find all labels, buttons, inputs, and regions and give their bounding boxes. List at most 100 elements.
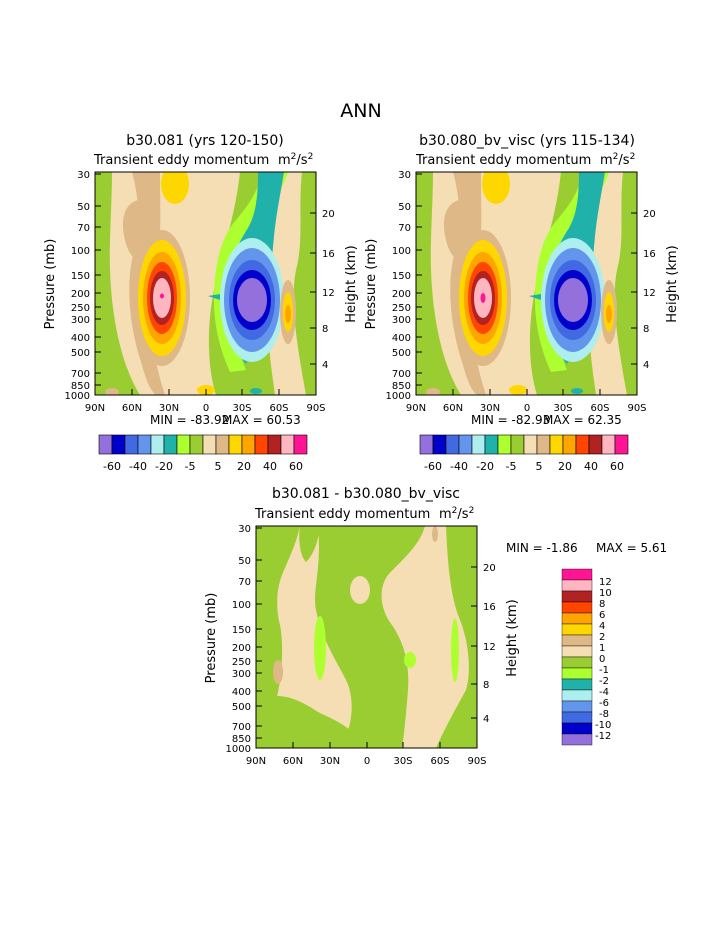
y-right-tick: 20 (310, 209, 335, 220)
colorbar-swatch (111, 434, 126, 455)
x-tick-label: 30N (159, 403, 179, 414)
colorbar-swatch (458, 434, 473, 455)
colorbar-label: -6 (599, 698, 609, 709)
x-tick-label: 90N (406, 403, 426, 414)
y-right-tick: 12 (631, 288, 656, 299)
x-tick: 30N (320, 742, 340, 767)
colorbar-swatch (588, 434, 603, 455)
contour-field (256, 526, 477, 748)
x-tick: 30S (393, 742, 413, 767)
x-tick: 60N (283, 742, 303, 767)
x-tick-label: 60N (443, 403, 463, 414)
colorbar-label: -5 (185, 460, 196, 473)
x-tick-label: 30S (553, 403, 572, 414)
y-tick-label: 400 (71, 333, 90, 344)
colorbar-labels: -60 -40 -20 -5 5 20 40 60 (103, 460, 303, 473)
field-max-marker (480, 293, 486, 303)
panel-units: m2/s2 (278, 152, 313, 168)
y-tick: 150 (392, 271, 422, 282)
colorbar-swatch (241, 434, 256, 455)
colorbar-label: 40 (263, 460, 277, 473)
y-right-tick: 12 (310, 288, 335, 299)
x-tick: 30N (159, 389, 179, 414)
y-right-tick: 8 (310, 324, 328, 335)
y-tick-label: 850 (392, 381, 411, 392)
colorbar: -60 -40 -20 -5 5 20 40 60 (419, 434, 629, 473)
field-band-neg20 (571, 388, 583, 394)
colorbar-labels: 12 10 8 6 4 2 1 0 -1 -2 -4 -6 -8 -10 -12 (595, 577, 612, 742)
y-tick-label: 700 (71, 369, 90, 380)
y-right-tick: 12 (471, 642, 496, 653)
x-tick: 30N (480, 389, 500, 414)
y-tick-label: 100 (71, 246, 90, 257)
y-tick: 1000 (386, 391, 422, 402)
y-right-tick: 8 (631, 324, 649, 335)
colorbar-label: 60 (610, 460, 624, 473)
y-tick: 700 (392, 369, 422, 380)
y-tick: 250 (71, 303, 101, 314)
x-tick: 60S (269, 389, 289, 414)
y-tick-label: 50 (398, 202, 411, 213)
colorbar-swatch (280, 434, 295, 455)
colorbar-swatch (293, 434, 308, 455)
y-right-tick-label: 16 (483, 602, 496, 613)
field-band-pos5 (443, 172, 474, 264)
colorbar-swatch (561, 656, 593, 669)
y-tick-label: 30 (238, 524, 251, 535)
colorbar-label: -60 (424, 460, 442, 473)
colorbar-label: 12 (599, 577, 612, 588)
x-tick-label: 0 (203, 403, 209, 414)
colorbar-swatch (561, 612, 593, 625)
y-tick: 1000 (65, 391, 101, 402)
colorbar: -60 -40 -20 -5 5 20 40 60 (98, 434, 308, 473)
colorbar-label: 6 (599, 610, 605, 621)
x-tick-label: 60N (283, 756, 303, 767)
y-right-tick-label: 20 (643, 209, 656, 220)
y-axis-left: 30 50 70 100 150 200 250 300 400 500 700… (226, 524, 262, 755)
y-tick: 50 (398, 202, 422, 213)
y-axis-label: Pressure (mb) (204, 593, 219, 684)
x-axis: 90N 60N 30N 0 30S 60S 90S (85, 389, 326, 414)
y-tick-label: 700 (392, 369, 411, 380)
y-tick-label: 850 (71, 381, 90, 392)
x-tick-label: 90S (467, 756, 486, 767)
y-tick-label: 400 (392, 333, 411, 344)
y-tick: 300 (392, 315, 422, 326)
y-right-tick: 20 (631, 209, 656, 220)
field-max-marker (160, 293, 164, 299)
y-axis-right: 20 16 12 8 4 (310, 209, 335, 371)
y-tick: 100 (71, 246, 101, 257)
y-axis-left: 30 50 70 100 150 200 250 300 400 500 700… (386, 170, 422, 402)
y-tick: 150 (71, 271, 101, 282)
x-tick-label: 30N (320, 756, 340, 767)
colorbar-label: -20 (155, 460, 173, 473)
colorbar-label: -12 (595, 731, 611, 742)
y-tick: 250 (232, 657, 262, 668)
colorbar-swatch (202, 434, 217, 455)
colorbar-swatch (561, 689, 593, 702)
x-tick-label: 60N (122, 403, 142, 414)
colorbar-label: -2 (599, 676, 609, 687)
colorbar-label: -40 (129, 460, 147, 473)
y-right-tick: 8 (471, 680, 489, 691)
panel-title: b30.081 - b30.080_bv_visc (272, 486, 460, 502)
field-band-pos5 (122, 172, 153, 264)
colorbar-swatch (614, 434, 629, 455)
panel-units: m2/s2 (600, 152, 635, 168)
y-tick: 50 (77, 202, 101, 213)
panel-title: b30.081 (yrs 120-150) (126, 133, 284, 149)
y-right-tick: 4 (471, 714, 489, 725)
colorbar-label: 60 (289, 460, 303, 473)
field-band-pos20 (482, 172, 510, 204)
colorbar-label: 10 (599, 588, 612, 599)
y-tick: 200 (232, 643, 262, 654)
field-band-neg20 (529, 294, 541, 300)
field-band-neg2 (404, 652, 416, 668)
y-tick-label: 500 (232, 702, 251, 713)
y-right-tick-label: 12 (483, 642, 496, 653)
y-tick-label: 1000 (386, 391, 411, 402)
y-tick: 300 (71, 315, 101, 326)
colorbar-swatch (176, 434, 191, 455)
x-axis: 90N 60N 30N 0 30S 60S 90S (406, 389, 647, 414)
y-tick: 500 (71, 348, 101, 359)
